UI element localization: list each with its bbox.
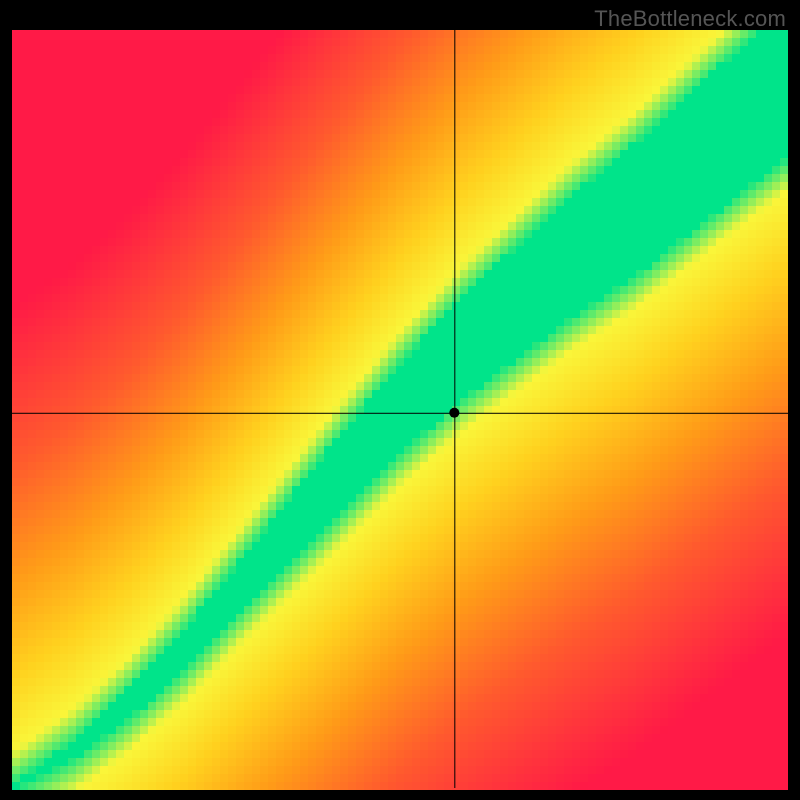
chart-frame: TheBottleneck.com <box>0 0 800 800</box>
watermark-label: TheBottleneck.com <box>594 6 786 32</box>
bottleneck-heatmap <box>0 0 800 800</box>
